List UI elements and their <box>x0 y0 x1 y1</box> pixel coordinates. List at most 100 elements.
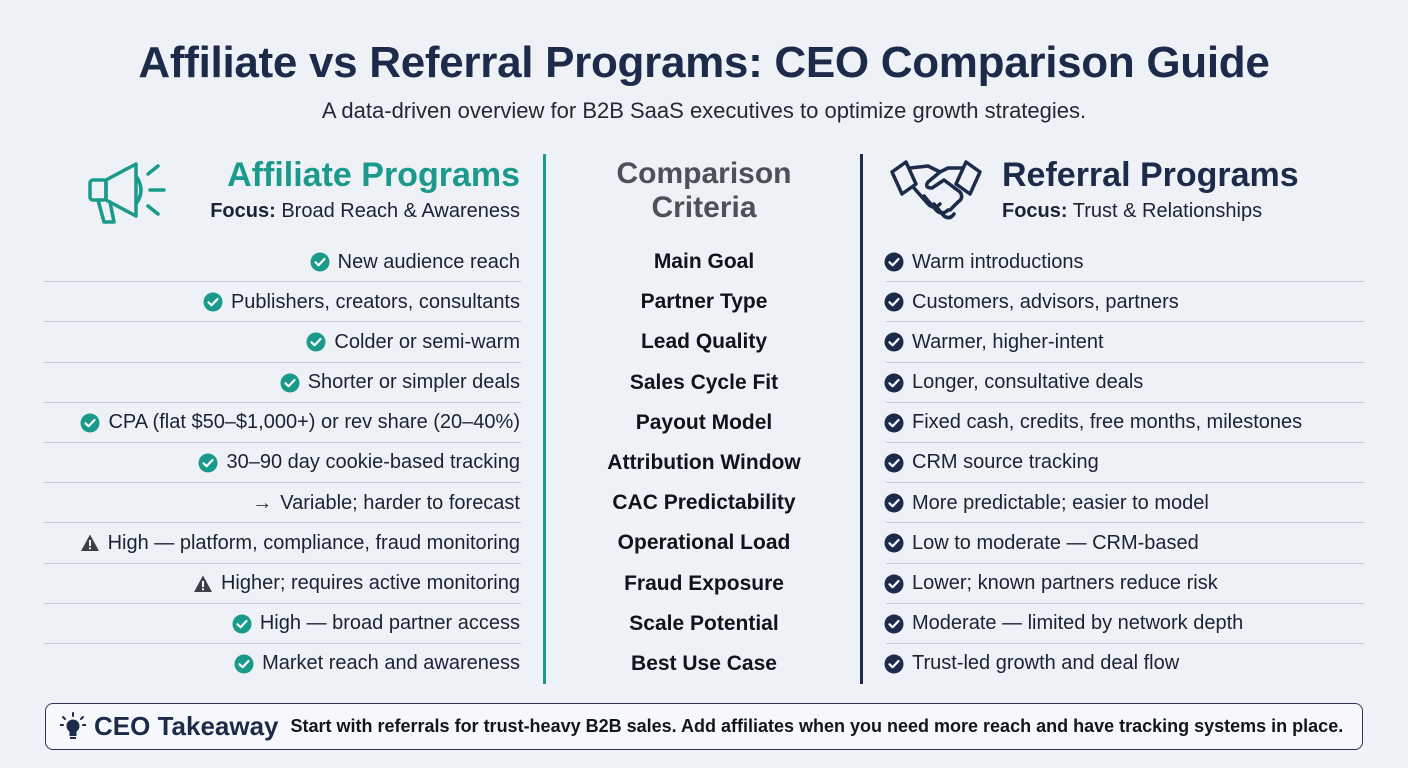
criterion-cell: Payout Model <box>635 410 773 434</box>
referral-header: Referral Programs Focus: Trust & Relatio… <box>884 150 1364 240</box>
criterion-cell: Sales Cycle Fit <box>629 370 779 394</box>
table-row: New audience reach Main Goal Warm introduc… <box>44 242 1364 283</box>
table-row: Colder or semi-warm Lead Quality Warmer, h… <box>44 322 1364 363</box>
handshake-icon <box>890 160 982 220</box>
check-circle-icon <box>884 373 904 393</box>
affiliate-cell-text: CPA (flat $50–$1,000+) or rev share (20–… <box>108 411 520 434</box>
referral-cell: Low to moderate — CRM-based <box>884 523 1199 563</box>
affiliate-cell-text: Variable; harder to forecast <box>280 491 520 514</box>
affiliate-focus: Focus: Broad Reach & Awareness <box>210 200 520 223</box>
row-divider <box>886 361 1364 363</box>
table-row: Market reach and awareness Best Use Case T… <box>44 644 1364 684</box>
row-divider <box>44 401 521 403</box>
referral-cell: Trust-led growth and deal flow <box>884 644 1179 684</box>
criteria-header-line2: Criteria <box>651 191 757 224</box>
row-divider <box>886 482 1364 484</box>
referral-title: Referral Programs <box>1002 156 1299 194</box>
affiliate-cell: New audience reach <box>310 242 520 282</box>
referral-cell-text: Low to moderate — CRM-based <box>912 531 1199 554</box>
affiliate-cell: Shorter or simpler deals <box>280 363 520 403</box>
referral-cell: More predictable; easier to model <box>884 483 1209 523</box>
affiliate-cell-text: High — broad partner access <box>259 612 520 635</box>
referral-cell-text: More predictable; easier to model <box>912 491 1209 514</box>
referral-cell-text: Customers, advisors, partners <box>912 290 1179 313</box>
lightbulb-icon <box>60 711 86 739</box>
table-row: Shorter or simpler deals Sales Cycle Fit L… <box>44 363 1364 403</box>
affiliate-header: Affiliate Programs Focus: Broad Reach & … <box>84 150 524 240</box>
affiliate-cell-text: Colder or semi-warm <box>334 330 520 353</box>
check-circle-icon <box>203 292 223 312</box>
ceo-takeaway-box: CEO Takeaway Start with referrals for tr… <box>45 703 1363 750</box>
table-row: Higher; requires active monitoring Fraud … <box>44 564 1364 604</box>
check-circle-icon <box>234 654 254 674</box>
referral-cell-text: Lower; known partners reduce risk <box>912 572 1218 594</box>
check-circle-icon <box>884 453 904 473</box>
affiliate-title: Affiliate Programs <box>227 156 520 194</box>
page-subtitle: A data-driven overview for B2B SaaS exec… <box>321 98 1087 123</box>
referral-cell-text: Fixed cash, credits, free months, milest… <box>912 411 1303 434</box>
referral-divider <box>860 154 863 684</box>
referral-cell: Lower; known partners reduce risk <box>884 564 1218 604</box>
criterion-cell: Operational Load <box>617 531 791 555</box>
table-row: → Variable; harder to forecast CAC Predict… <box>44 483 1364 524</box>
affiliate-cell-text: Market reach and awareness <box>262 652 520 675</box>
criterion-cell: Main Goal <box>653 250 755 273</box>
affiliate-cell-text: Publishers, creators, consultants <box>230 290 520 313</box>
row-divider <box>886 401 1364 403</box>
row-divider <box>44 441 521 443</box>
referral-cell: Warmer, higher-intent <box>884 322 1104 362</box>
check-circle-icon <box>884 413 904 433</box>
referral-cell-text: CRM source tracking <box>912 451 1099 474</box>
check-circle-icon <box>198 453 218 473</box>
row-divider <box>886 602 1364 604</box>
affiliate-cell: Market reach and awareness <box>234 644 520 684</box>
table-row: 30–90 day cookie-based tracking Attributi… <box>44 443 1364 484</box>
affiliate-cell: Higher; requires active monitoring <box>193 564 520 604</box>
table-row: CPA (flat $50–$1,000+) or rev share (20–… <box>44 403 1364 443</box>
warning-icon <box>193 575 212 592</box>
row-divider <box>44 321 521 323</box>
row-divider <box>886 321 1364 323</box>
row-divider <box>44 281 521 283</box>
affiliate-cell-text: New audience reach <box>337 250 520 273</box>
criterion-cell: Fraud Exposure <box>624 571 784 595</box>
referral-focus: Focus: Trust & Relationships <box>1002 200 1262 223</box>
affiliate-cell: CPA (flat $50–$1,000+) or rev share (20–… <box>80 403 520 443</box>
check-circle-icon <box>884 654 904 674</box>
criterion-cell: CAC Predictability <box>612 491 796 515</box>
referral-cell: CRM source tracking <box>884 443 1099 483</box>
affiliate-focus-text: Broad Reach & Awareness <box>281 200 520 222</box>
page-title: Affiliate vs Referral Programs: CEO Comp… <box>138 38 1270 87</box>
criterion-cell: Attribution Window <box>607 450 801 474</box>
criteria-header: Comparison Criteria <box>548 157 860 225</box>
referral-focus-label: Focus: <box>1002 200 1068 222</box>
affiliate-cell: → Variable; harder to forecast <box>252 483 520 523</box>
warning-icon <box>80 534 99 552</box>
criterion-cell: Lead Quality <box>640 330 768 354</box>
row-divider <box>886 281 1364 283</box>
check-circle-icon <box>884 533 904 553</box>
affiliate-divider <box>543 154 546 684</box>
referral-cell-text: Moderate — limited by network depth <box>912 612 1244 635</box>
referral-cell-text: Warm introductions <box>912 250 1084 273</box>
criterion-cell: Scale Potential <box>629 611 779 635</box>
referral-cell-text: Longer, consultative deals <box>912 371 1144 394</box>
affiliate-cell-text: Shorter or simpler deals <box>307 371 520 394</box>
table-row: High — platform, compliance, fraud monit… <box>44 523 1364 564</box>
referral-cell-text: Trust-led growth and deal flow <box>912 652 1180 675</box>
comparison-table: New audience reach Main Goal Warm introduc… <box>44 242 1364 684</box>
check-circle-icon <box>884 614 904 634</box>
row-divider <box>44 482 521 484</box>
affiliate-cell: High — broad partner access <box>232 604 520 644</box>
check-circle-icon <box>306 332 326 352</box>
referral-cell: Warm introductions <box>884 242 1084 282</box>
affiliate-cell: Publishers, creators, consultants <box>203 282 520 322</box>
referral-cell: Longer, consultative deals <box>884 363 1143 403</box>
check-circle-icon <box>884 332 904 352</box>
check-circle-icon <box>884 252 904 272</box>
arrow-right-icon: → <box>252 491 273 514</box>
check-circle-icon <box>884 292 904 312</box>
row-divider <box>44 642 521 644</box>
check-circle-icon <box>310 252 330 272</box>
row-divider <box>44 562 521 564</box>
